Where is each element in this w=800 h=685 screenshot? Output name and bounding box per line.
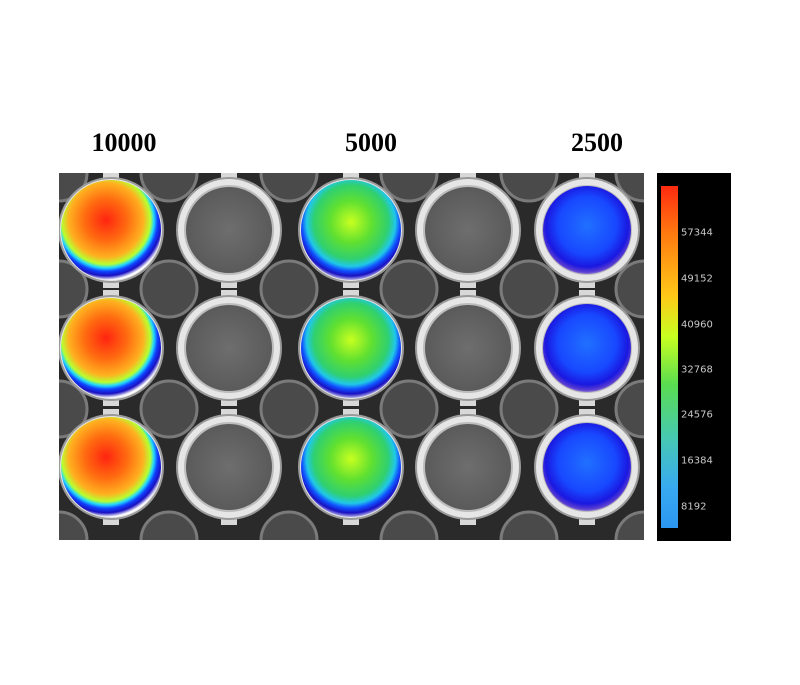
- scale-tick-49152: 49152: [681, 273, 713, 285]
- color-gradient: [661, 186, 678, 528]
- background-well: [614, 259, 644, 319]
- luminescence-signal: [543, 304, 631, 392]
- column-label-2500: 2500: [571, 128, 623, 157]
- scale-tick-57344: 57344: [681, 227, 713, 239]
- well-r2-c4: [415, 290, 521, 406]
- well-r3-c2: [176, 409, 282, 525]
- scale-tick-16384: 16384: [681, 455, 713, 467]
- well-r2-c1: [59, 290, 164, 406]
- luminescence-signal: [543, 423, 631, 511]
- luminescence-signal: [301, 417, 401, 517]
- well-r3-c5: [534, 409, 640, 525]
- background-well: [614, 379, 644, 439]
- background-well: [379, 259, 439, 319]
- well-r2-c3: [298, 290, 404, 406]
- well-r3-c3: [298, 409, 404, 525]
- luminescence-signal: [543, 186, 631, 274]
- background-well: [499, 379, 559, 439]
- background-well: [139, 379, 199, 439]
- background-well: [614, 173, 644, 203]
- background-well: [379, 173, 439, 203]
- scale-tick-32768: 32768: [681, 364, 713, 376]
- background-well: [379, 379, 439, 439]
- well-r1-c3: [298, 173, 404, 288]
- luminescence-signal: [61, 417, 161, 517]
- scale-tick-24576: 24576: [681, 409, 713, 421]
- background-well: [259, 259, 319, 319]
- well-r2-c5: [534, 290, 640, 406]
- color-scale-bar: 57344 49152 40960 32768 24576 16384 8192: [657, 173, 731, 541]
- background-well: [59, 259, 89, 319]
- well-r1-c2: [176, 173, 282, 288]
- background-well: [139, 259, 199, 319]
- well-r3-c1: [59, 409, 164, 525]
- luminescence-signal: [61, 298, 161, 398]
- background-well: [259, 510, 319, 540]
- well-plate-image: [59, 173, 644, 540]
- background-well: [59, 173, 89, 203]
- background-well: [139, 510, 199, 540]
- background-well: [59, 510, 89, 540]
- well-r1-c5: [534, 173, 640, 288]
- background-well: [499, 510, 559, 540]
- column-label-5000: 5000: [345, 128, 397, 157]
- background-well: [259, 379, 319, 439]
- well-r3-c4: [415, 409, 521, 525]
- scale-tick-40960: 40960: [681, 319, 713, 331]
- well-r1-c1: [59, 173, 164, 288]
- background-well: [59, 379, 89, 439]
- background-well: [379, 510, 439, 540]
- background-well: [499, 173, 559, 203]
- well-r2-c2: [176, 290, 282, 406]
- luminescence-signal: [61, 180, 161, 280]
- luminescence-signal: [301, 180, 401, 280]
- well-r1-c4: [415, 173, 521, 288]
- background-well: [614, 510, 644, 540]
- luminescence-signal: [301, 298, 401, 398]
- scale-tick-8192: 8192: [681, 501, 707, 513]
- background-well: [259, 173, 319, 203]
- column-label-10000: 10000: [91, 128, 157, 157]
- background-well: [499, 259, 559, 319]
- background-well: [139, 173, 199, 203]
